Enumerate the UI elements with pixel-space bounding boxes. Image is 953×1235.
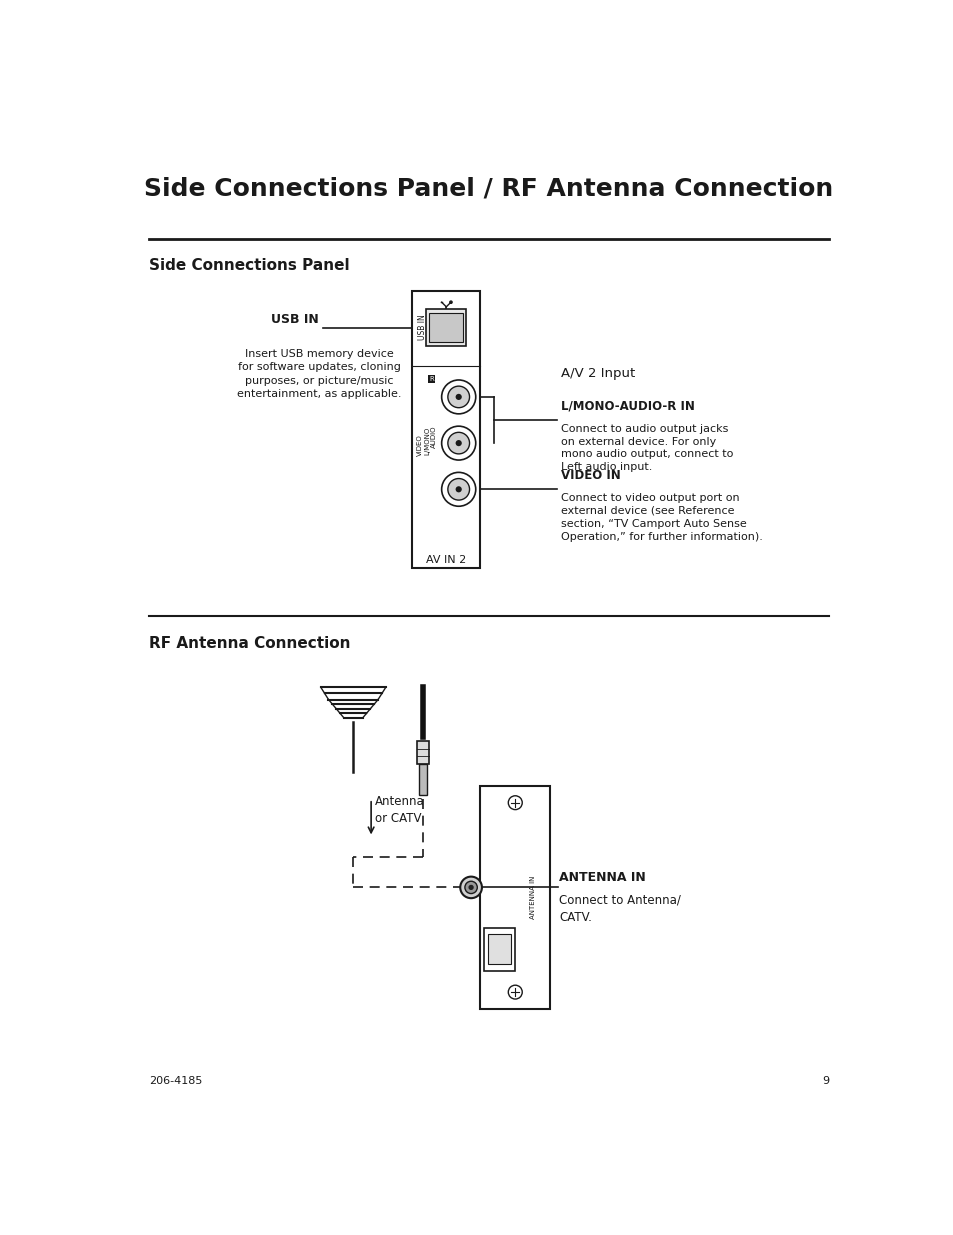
Circle shape <box>508 795 521 810</box>
Text: ANTENNA IN: ANTENNA IN <box>530 876 536 919</box>
Text: VIDEO IN: VIDEO IN <box>560 468 620 482</box>
Text: Connect to video output port on
external device (see Reference
section, “TV Camp: Connect to video output port on external… <box>560 493 762 542</box>
Text: Antenna
or CATV: Antenna or CATV <box>375 795 424 825</box>
Text: 206-4185: 206-4185 <box>149 1077 202 1087</box>
Text: 9: 9 <box>821 1077 828 1087</box>
Circle shape <box>444 312 447 316</box>
Circle shape <box>469 885 473 889</box>
Text: Side Connections Panel / RF Antenna Connection: Side Connections Panel / RF Antenna Conn… <box>144 177 833 200</box>
Text: L/MONO-AUDIO-R IN: L/MONO-AUDIO-R IN <box>560 399 694 412</box>
Circle shape <box>464 882 476 894</box>
Text: AV IN 2: AV IN 2 <box>426 556 466 566</box>
Bar <box>418 764 427 795</box>
Text: ANTENNA IN: ANTENNA IN <box>558 871 645 883</box>
Circle shape <box>456 487 461 493</box>
Circle shape <box>456 440 461 446</box>
Text: USB IN: USB IN <box>417 315 426 341</box>
Text: R: R <box>429 377 434 382</box>
Text: Side Connections Panel: Side Connections Panel <box>149 258 349 273</box>
Bar <box>484 929 515 971</box>
Text: A/V 2 Input: A/V 2 Input <box>560 367 635 380</box>
Circle shape <box>441 472 476 506</box>
Text: AUDIO: AUDIO <box>431 426 436 448</box>
Text: RF Antenna Connection: RF Antenna Connection <box>149 636 350 651</box>
Text: Insert USB memory device
for software updates, cloning
purposes, or picture/musi: Insert USB memory device for software up… <box>236 350 401 399</box>
Text: VIDEO: VIDEO <box>416 433 422 456</box>
Bar <box>480 785 550 1009</box>
Bar <box>412 290 480 568</box>
Bar <box>426 309 466 346</box>
Bar <box>488 934 511 965</box>
Text: L/MONO: L/MONO <box>423 426 430 454</box>
Circle shape <box>449 301 452 304</box>
Bar <box>416 741 429 764</box>
Circle shape <box>447 432 469 454</box>
Circle shape <box>447 387 469 408</box>
Circle shape <box>508 986 521 999</box>
Circle shape <box>456 394 461 400</box>
Bar <box>427 375 435 383</box>
Text: USB IN: USB IN <box>272 314 319 326</box>
Bar <box>429 312 463 342</box>
Text: Connect to Antenna/
CATV.: Connect to Antenna/ CATV. <box>558 894 680 924</box>
Circle shape <box>441 380 476 414</box>
Circle shape <box>459 877 481 898</box>
Text: Connect to audio output jacks
on external device. For only
mono audio output, co: Connect to audio output jacks on externa… <box>560 424 733 472</box>
Circle shape <box>441 426 476 461</box>
Circle shape <box>447 478 469 500</box>
